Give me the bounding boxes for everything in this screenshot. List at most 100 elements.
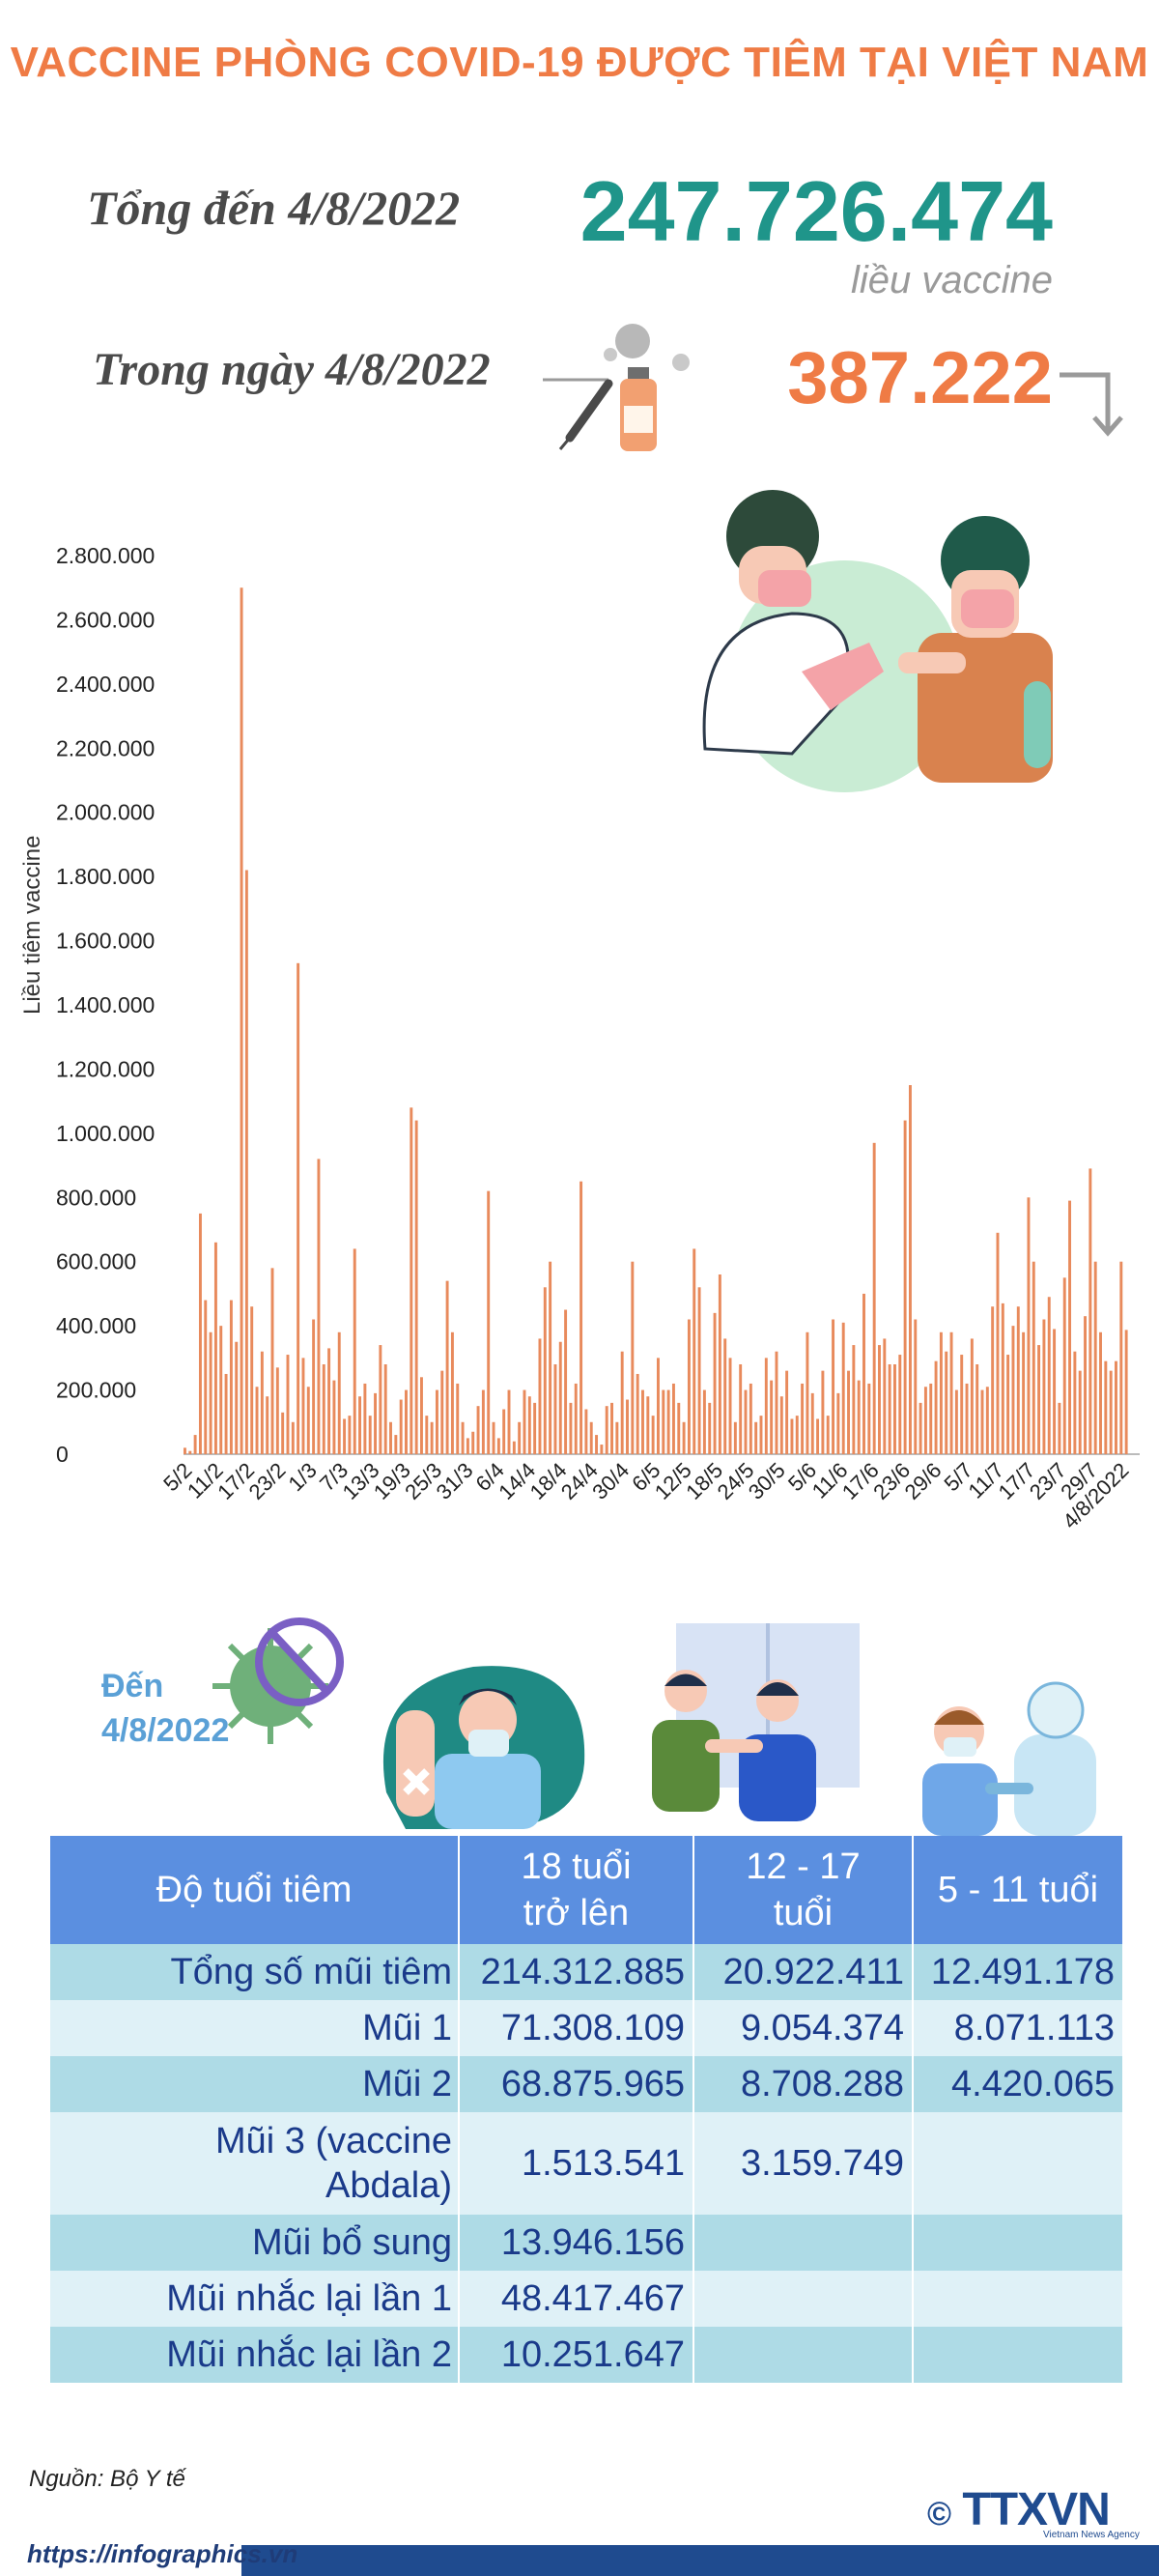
- chart-bar: [939, 1331, 943, 1454]
- chart-bar: [1053, 1329, 1057, 1454]
- chart-bar: [584, 1409, 588, 1454]
- chart-bar: [980, 1389, 984, 1454]
- chart-bar: [558, 1341, 562, 1454]
- chart-bar: [646, 1396, 650, 1454]
- y-tick-label: 600.000: [56, 1249, 136, 1274]
- chart-bar: [213, 1242, 217, 1454]
- cell-5-11: [913, 2215, 1122, 2271]
- chart-bar: [394, 1435, 398, 1454]
- chart-bar: [209, 1331, 212, 1454]
- chart-bar: [410, 1107, 413, 1454]
- cell-18-plus: 71.308.109: [459, 2000, 694, 2056]
- chart-bar: [636, 1373, 639, 1454]
- syringe-vial-icon: [543, 324, 690, 451]
- chart-bar: [744, 1389, 748, 1454]
- chart-bar: [687, 1319, 691, 1454]
- chart-bar: [872, 1142, 876, 1454]
- chart-bar: [595, 1435, 599, 1454]
- cell-12-17: 9.054.374: [693, 2000, 914, 2056]
- page-title: VACCINE PHÒNG COVID-19 ĐƯỢC TIÊM TẠI VIỆ…: [10, 39, 1149, 86]
- chart-bar: [919, 1402, 922, 1454]
- y-tick-label: 2.400.000: [56, 672, 155, 697]
- y-tick-label: 2.000.000: [56, 800, 155, 825]
- date-label: Đến 4/8/2022: [101, 1668, 230, 1749]
- footer-url-link[interactable]: https://infographics.vn: [27, 2539, 298, 2568]
- chart-bar: [1022, 1331, 1026, 1454]
- chart-bar: [1104, 1360, 1108, 1454]
- row-label: Mũi 1: [50, 2000, 460, 2056]
- chart-bar: [754, 1421, 758, 1454]
- chart-bar: [991, 1306, 995, 1454]
- chart-bar: [914, 1319, 918, 1454]
- chart-bar: [949, 1331, 953, 1454]
- chart-bar: [626, 1399, 629, 1454]
- chart-bar: [389, 1421, 392, 1454]
- chart-bar: [297, 962, 300, 1454]
- chart-bar: [286, 1355, 290, 1454]
- chart-bar: [929, 1383, 933, 1454]
- chart-bar: [198, 1213, 202, 1454]
- cell-18-plus: 13.946.156: [459, 2215, 694, 2271]
- chart-bar: [600, 1445, 604, 1454]
- chart-bar: [862, 1293, 865, 1454]
- total-value: 247.726.474: [580, 163, 1053, 259]
- chart-bar: [379, 1345, 382, 1454]
- chart-bar: [759, 1416, 763, 1454]
- chart-bar: [770, 1380, 774, 1454]
- chart-bar: [425, 1416, 429, 1454]
- chart-bar: [518, 1421, 522, 1454]
- chart-bar: [374, 1392, 377, 1454]
- row-label: Mũi 2: [50, 2056, 460, 2112]
- chart-bar: [358, 1396, 362, 1454]
- chart-bar: [610, 1402, 613, 1454]
- footer-bar: [241, 2545, 1159, 2576]
- chart-bar: [826, 1416, 830, 1454]
- y-tick-label: 1.400.000: [56, 992, 155, 1017]
- cell-5-11: [913, 2327, 1122, 2383]
- chart-bar: [466, 1438, 469, 1454]
- chart-bar: [810, 1392, 814, 1454]
- header-age-group: Độ tuổi tiêm: [50, 1836, 460, 1944]
- chart-bar: [631, 1261, 635, 1454]
- adult-with-bandage-illustration: [382, 1666, 585, 1829]
- row-label: Mũi nhắc lại lần 1: [50, 2271, 460, 2327]
- chart-bars-group: [184, 587, 1128, 1454]
- table-header-row: Độ tuổi tiêm 18 tuổi trở lên 12 - 17 tuổ…: [50, 1836, 1122, 1944]
- chart-bar: [702, 1389, 706, 1454]
- day-label: Trong ngày 4/8/2022: [93, 344, 491, 395]
- chart-bar: [512, 1441, 516, 1454]
- chart-bar: [693, 1248, 696, 1454]
- y-tick-label: 400.000: [56, 1313, 136, 1338]
- row-label: Tổng số mũi tiêm: [50, 1944, 460, 2000]
- chart-bar: [841, 1322, 845, 1454]
- chart-bar: [857, 1380, 861, 1454]
- chart-bar: [666, 1389, 670, 1454]
- daily-doses-bar-chart: 0 200.000 400.000 600.000 800.000 1.000.000 1.…: [56, 543, 1140, 1533]
- chart-bar: [883, 1338, 887, 1454]
- chart-bar: [543, 1287, 547, 1454]
- cell-18-plus: 68.875.965: [459, 2056, 694, 2112]
- chart-xticks-group: 5/211/217/223/21/37/313/319/325/331/36/4…: [158, 1458, 1133, 1533]
- chart-bar: [878, 1345, 881, 1454]
- chart-bar: [496, 1438, 500, 1454]
- table-row: Mũi 3 (vaccine Abdala) 1.513.541 3.159.7…: [50, 2112, 1122, 2215]
- chart-bar: [266, 1396, 269, 1454]
- chart-bar: [903, 1120, 907, 1454]
- chart-bar: [502, 1409, 506, 1454]
- cell-12-17: [693, 2327, 914, 2383]
- chart-axis-group: 0 200.000 400.000 600.000 800.000 1.000.000 1.…: [56, 543, 1140, 1467]
- chart-bar: [589, 1421, 593, 1454]
- cell-5-11: 12.491.178: [913, 1944, 1122, 2000]
- x-tick-label: 30/4: [587, 1458, 634, 1504]
- table-row: Mũi 2 68.875.965 8.708.288 4.420.065: [50, 2056, 1122, 2112]
- copyright-icon: ©: [927, 2496, 951, 2533]
- y-tick-label: 200.000: [56, 1378, 136, 1403]
- header-18-plus: 18 tuổi trở lên: [459, 1836, 694, 1944]
- chart-bar: [527, 1396, 531, 1454]
- chart-bar: [728, 1358, 732, 1454]
- chart-bar: [405, 1389, 408, 1454]
- row-label: Mũi nhắc lại lần 2: [50, 2327, 460, 2383]
- cell-5-11: [913, 2271, 1122, 2327]
- cell-12-17: 20.922.411: [693, 1944, 914, 2000]
- chart-bar: [821, 1370, 825, 1454]
